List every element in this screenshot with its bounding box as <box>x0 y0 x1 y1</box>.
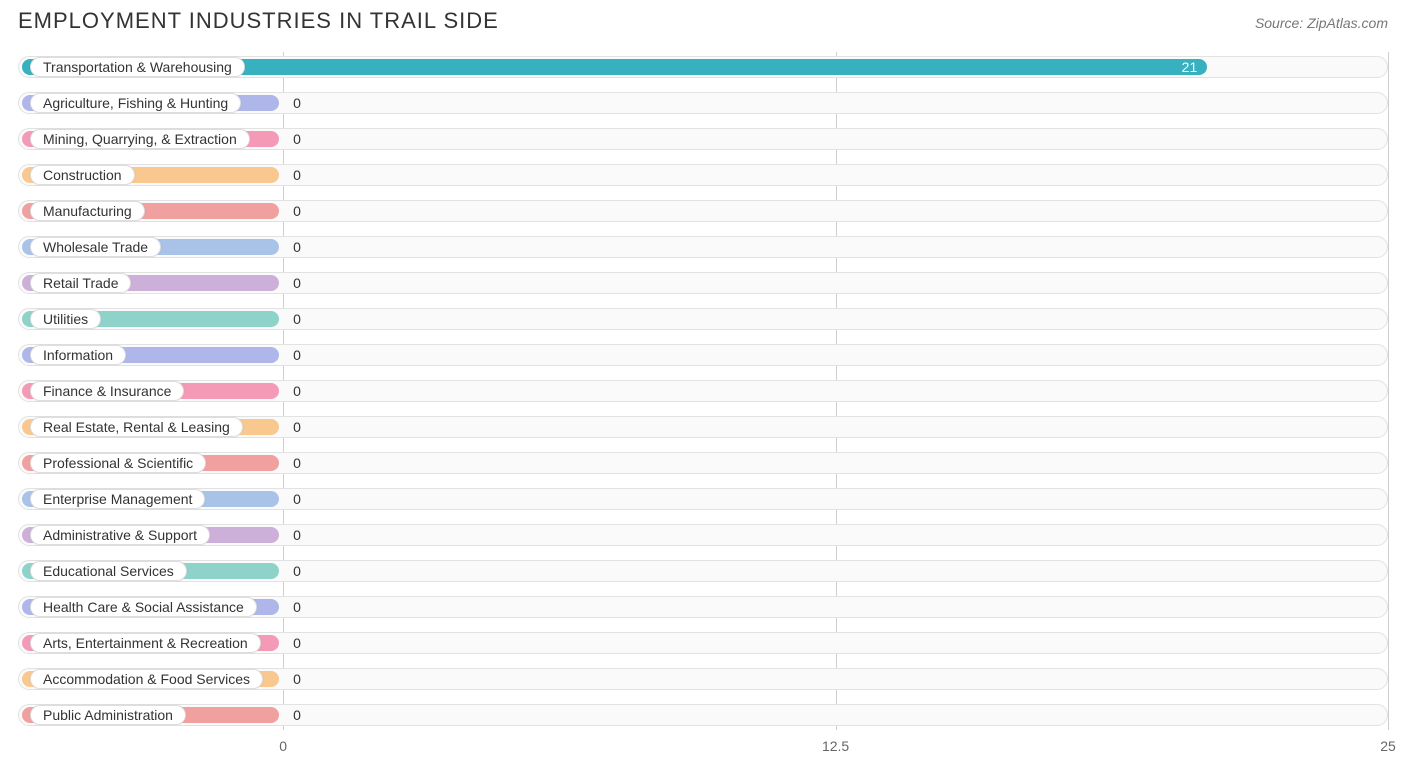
category-pill: Transportation & Warehousing <box>30 57 245 77</box>
category-pill: Educational Services <box>30 561 187 581</box>
bar-row: Accommodation & Food Services 0 <box>18 664 1388 694</box>
bar-row: Enterprise Management 0 <box>18 484 1388 514</box>
bar-value-label: 0 <box>293 311 301 327</box>
bar-value-label: 0 <box>293 131 301 147</box>
bar-value-label: 0 <box>293 635 301 651</box>
category-pill: Professional & Scientific <box>30 453 206 473</box>
category-pill: Public Administration <box>30 705 186 725</box>
bar-value-label: 0 <box>293 455 301 471</box>
category-pill: Finance & Insurance <box>30 381 184 401</box>
bar-row: Wholesale Trade 0 <box>18 232 1388 262</box>
category-pill: Retail Trade <box>30 273 131 293</box>
bar-row: Finance & Insurance 0 <box>18 376 1388 406</box>
bar-row: Real Estate, Rental & Leasing 0 <box>18 412 1388 442</box>
bar-value-label: 0 <box>293 203 301 219</box>
source-label: Source: <box>1255 15 1303 31</box>
bar-row: Transportation & Warehousing 21 <box>18 52 1388 82</box>
category-pill: Accommodation & Food Services <box>30 669 263 689</box>
category-pill: Information <box>30 345 126 365</box>
category-pill: Enterprise Management <box>30 489 205 509</box>
bar-row: Mining, Quarrying, & Extraction 0 <box>18 124 1388 154</box>
category-pill: Construction <box>30 165 135 185</box>
bar-value-label: 0 <box>293 167 301 183</box>
bar-row: Construction 0 <box>18 160 1388 190</box>
bar-value-label: 0 <box>293 707 301 723</box>
bar-row: Educational Services 0 <box>18 556 1388 586</box>
chart-container: EMPLOYMENT INDUSTRIES IN TRAIL SIDE Sour… <box>18 8 1388 758</box>
bar-value-label: 0 <box>293 563 301 579</box>
bar-value-label: 0 <box>293 419 301 435</box>
gridline <box>1388 52 1389 730</box>
category-pill: Utilities <box>30 309 101 329</box>
bars-container: Transportation & Warehousing 21 Agricultur… <box>18 52 1388 730</box>
category-pill: Agriculture, Fishing & Hunting <box>30 93 241 113</box>
bar-value-label: 0 <box>293 239 301 255</box>
bar-row: Health Care & Social Assistance 0 <box>18 592 1388 622</box>
category-pill: Mining, Quarrying, & Extraction <box>30 129 250 149</box>
x-tick-label: 0 <box>279 738 287 754</box>
bar-row: Information 0 <box>18 340 1388 370</box>
bar-row: Retail Trade 0 <box>18 268 1388 298</box>
bar-value-label: 0 <box>293 599 301 615</box>
chart-title: EMPLOYMENT INDUSTRIES IN TRAIL SIDE <box>18 8 499 34</box>
bar-row: Manufacturing 0 <box>18 196 1388 226</box>
plot-area: Transportation & Warehousing 21 Agricultur… <box>18 52 1388 758</box>
category-pill: Manufacturing <box>30 201 145 221</box>
x-tick-label: 12.5 <box>822 738 849 754</box>
x-tick-label: 25 <box>1380 738 1396 754</box>
category-pill: Arts, Entertainment & Recreation <box>30 633 261 653</box>
chart-source: Source: ZipAtlas.com <box>1255 15 1388 31</box>
bar-value-label: 0 <box>293 671 301 687</box>
bar-row: Utilities 0 <box>18 304 1388 334</box>
x-axis: 012.525 <box>18 736 1388 758</box>
bar-value-label: 0 <box>293 491 301 507</box>
bar-value-label: 21 <box>1182 59 1198 75</box>
bar-value-label: 0 <box>293 527 301 543</box>
chart-header: EMPLOYMENT INDUSTRIES IN TRAIL SIDE Sour… <box>18 8 1388 34</box>
bar-row: Arts, Entertainment & Recreation 0 <box>18 628 1388 658</box>
bar-value-label: 0 <box>293 383 301 399</box>
source-name: ZipAtlas.com <box>1307 15 1388 31</box>
bar-row: Administrative & Support 0 <box>18 520 1388 550</box>
category-pill: Wholesale Trade <box>30 237 161 257</box>
category-pill: Health Care & Social Assistance <box>30 597 257 617</box>
bar-row: Agriculture, Fishing & Hunting 0 <box>18 88 1388 118</box>
bar-value-label: 0 <box>293 275 301 291</box>
bar-value-label: 0 <box>293 347 301 363</box>
bar-row: Public Administration 0 <box>18 700 1388 730</box>
category-pill: Real Estate, Rental & Leasing <box>30 417 243 437</box>
bar-row: Professional & Scientific 0 <box>18 448 1388 478</box>
category-pill: Administrative & Support <box>30 525 210 545</box>
bar-value-label: 0 <box>293 95 301 111</box>
